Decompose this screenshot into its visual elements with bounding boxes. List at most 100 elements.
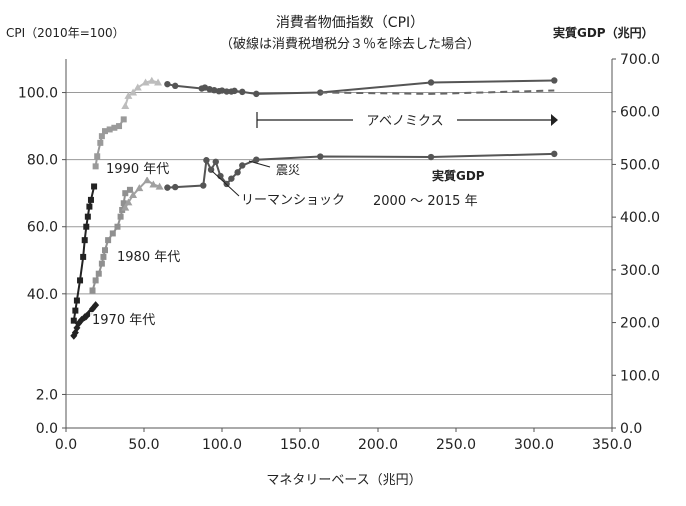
label-1970s: 1970 年代: [92, 313, 155, 328]
x-tick-label: 300.0: [514, 437, 554, 453]
abenomics-label: アベノミクス: [366, 114, 443, 129]
data-point: [141, 78, 150, 86]
data-point: [427, 79, 435, 86]
data-point: [172, 82, 179, 90]
chart-subtitle: （破線は消費税増税分３％を除去した場合）: [220, 36, 480, 52]
data-point: [203, 157, 210, 164]
data-point: [87, 196, 94, 203]
data-point: [149, 180, 158, 188]
data-point: [73, 297, 80, 304]
data-point: [81, 237, 88, 244]
real-gdp-label: 実質GDP: [432, 168, 485, 183]
data-point: [94, 153, 101, 160]
series-layer: [70, 76, 558, 340]
data-point: [111, 124, 118, 131]
data-point: [126, 186, 133, 193]
right-tick-label: 600.0: [620, 105, 660, 121]
data-point: [98, 133, 105, 140]
x-tick-label: 200.0: [358, 437, 398, 453]
data-point: [98, 260, 105, 267]
data-point: [164, 184, 171, 191]
data-point: [124, 198, 133, 206]
data-point: [89, 287, 96, 294]
data-point: [317, 153, 324, 160]
data-point: [105, 237, 112, 244]
x-tick-label: 50.0: [128, 437, 159, 453]
data-point: [106, 126, 113, 133]
data-point: [116, 123, 123, 130]
grid-layer: [66, 92, 612, 395]
data-point: [124, 91, 133, 99]
data-point: [133, 83, 142, 91]
right-tick-label: 700.0: [620, 52, 660, 68]
series-line: [124, 79, 159, 107]
data-point: [92, 277, 99, 284]
data-point: [86, 203, 93, 210]
data-point: [92, 301, 100, 310]
x-axis-label: マネタリーベース（兆円）: [266, 473, 421, 488]
data-point: [154, 78, 163, 86]
data-point: [120, 200, 127, 207]
label-1980s: 1980 年代: [117, 250, 180, 265]
x-tick-label: 250.0: [436, 437, 476, 453]
right-tick-label: 500.0: [620, 157, 660, 173]
data-point: [135, 184, 144, 192]
left-tick-label: 80.0: [27, 153, 58, 169]
data-point: [223, 88, 230, 95]
x-tick-label: 100.0: [202, 437, 242, 453]
x-tick-label: 350.0: [592, 437, 632, 453]
data-point: [239, 162, 246, 169]
data-point: [212, 158, 219, 165]
data-point: [147, 76, 156, 84]
data-point: [80, 253, 87, 260]
period-label: 2000 ～ 2015 年: [373, 194, 478, 209]
left-tick-label: 60.0: [27, 220, 58, 236]
data-point: [70, 317, 77, 324]
right-tick-label: 400.0: [620, 210, 660, 226]
data-point: [239, 88, 246, 96]
disaster-pointer: [248, 160, 271, 168]
data-point: [164, 80, 171, 88]
data-point: [121, 101, 130, 109]
data-point: [551, 150, 558, 158]
left-tick-label: 100.0: [18, 86, 58, 102]
data-point: [109, 230, 116, 237]
x-tick-label: 150.0: [280, 437, 320, 453]
right-axis-label: 実質GDP（兆円）: [553, 25, 654, 40]
data-point: [253, 90, 260, 98]
data-point: [129, 191, 138, 199]
data-point: [84, 213, 91, 220]
data-point: [92, 163, 99, 170]
data-point: [129, 88, 138, 96]
data-point: [253, 156, 260, 163]
data-point: [551, 77, 558, 84]
left-tick-label: 40.0: [27, 287, 58, 303]
data-point: [100, 253, 107, 260]
data-point: [228, 175, 235, 182]
data-point: [72, 307, 79, 314]
right-tick-label: 300.0: [620, 263, 660, 279]
lehman-pointer: [211, 170, 240, 197]
x-tick-label: 0.0: [55, 437, 77, 453]
data-point: [97, 139, 104, 146]
data-point: [317, 89, 324, 96]
data-point: [143, 176, 152, 184]
data-point: [102, 128, 108, 135]
data-point: [91, 183, 98, 190]
lehman-label: リーマンショック: [241, 193, 345, 208]
data-point: [427, 153, 435, 161]
data-point: [83, 223, 90, 230]
data-point: [172, 183, 179, 191]
data-point: [234, 169, 241, 176]
disaster-label: 震災: [276, 163, 300, 177]
left-axis-label: CPI（2010年=100）: [6, 26, 125, 40]
chart-title: 消費者物価指数（CPI）: [276, 15, 424, 31]
data-point: [117, 213, 124, 220]
data-point: [114, 223, 121, 230]
data-point: [122, 190, 129, 197]
data-point: [231, 87, 238, 95]
abenomics-arrow: [256, 110, 558, 130]
data-point: [121, 203, 130, 211]
label-1990s: 1990 年代: [106, 162, 169, 177]
